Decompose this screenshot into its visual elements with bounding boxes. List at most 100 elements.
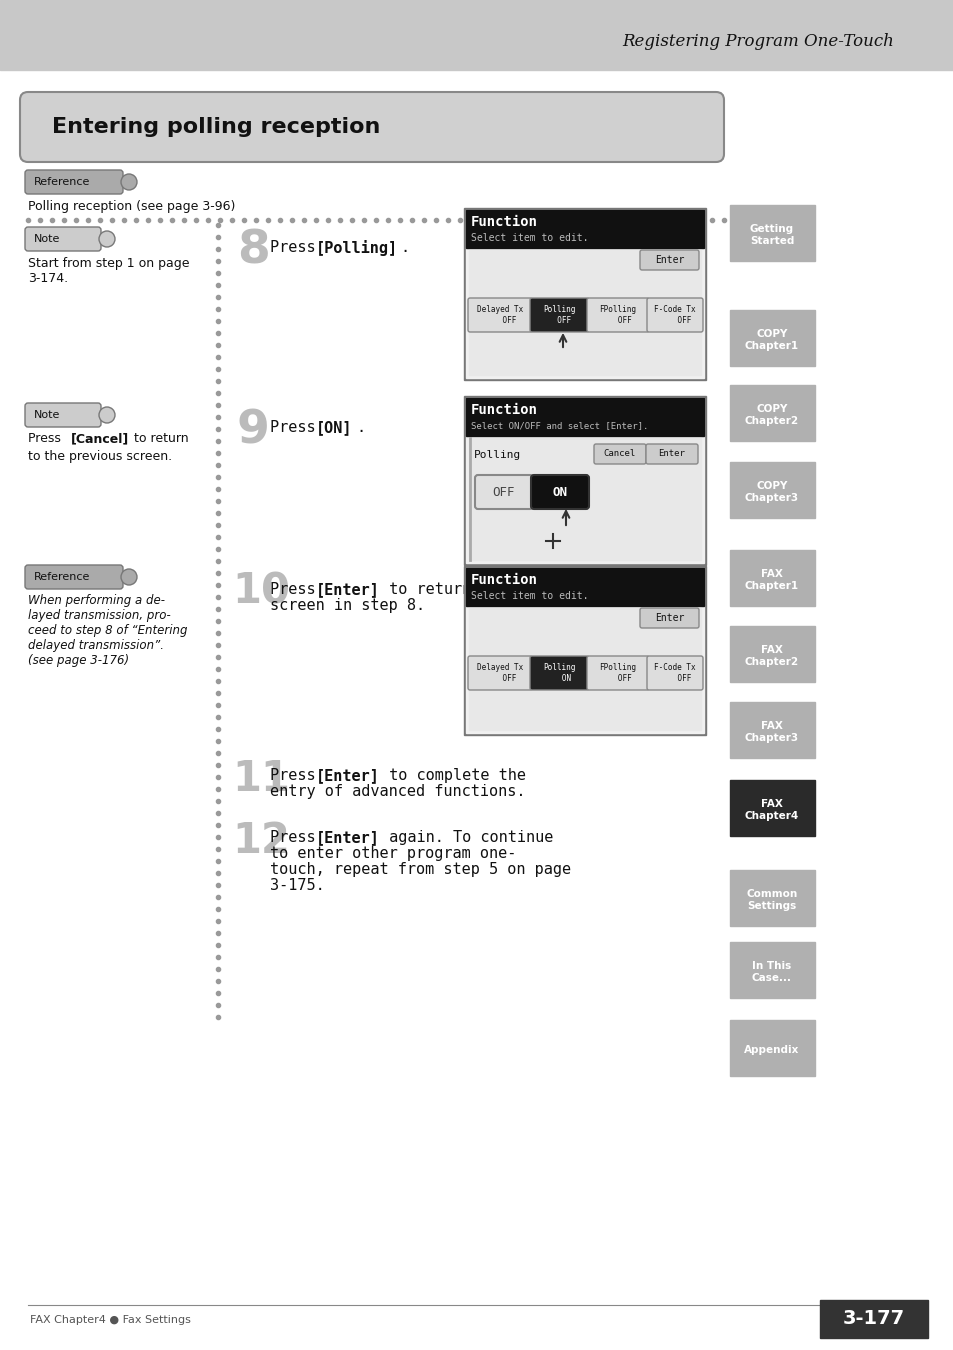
FancyBboxPatch shape [468,298,532,332]
Text: Function: Function [471,572,537,587]
Bar [469,608,700,730]
Circle shape [121,568,137,585]
Text: Appendix: Appendix [743,1045,799,1054]
Text: to return to the: to return to the [379,582,535,597]
Text: .: . [355,420,365,435]
Circle shape [99,231,115,247]
Text: Press: Press [270,420,324,435]
Text: entry of advanced functions.: entry of advanced functions. [270,784,525,799]
Text: 8: 8 [236,228,270,273]
Bar [729,1021,814,1076]
Bar [469,250,700,375]
Bar [463,566,705,734]
Text: When performing a de-
layed transmission, pro-
ceed to step 8 of “Entering
delay: When performing a de- layed transmission… [28,594,188,667]
Text: 12: 12 [232,819,290,863]
FancyBboxPatch shape [594,444,645,464]
Text: Polling reception (see page 3-96): Polling reception (see page 3-96) [28,200,235,213]
Circle shape [99,406,115,423]
Text: Registering Program One-Touch: Registering Program One-Touch [621,34,893,50]
FancyBboxPatch shape [25,566,123,589]
FancyBboxPatch shape [586,656,648,690]
Text: Press: Press [270,768,324,783]
Text: again. To continue: again. To continue [379,830,553,845]
Text: to return: to return [130,432,189,446]
Text: Select ON/OFF and select [Enter].: Select ON/OFF and select [Enter]. [471,421,648,431]
Text: In This
Case...: In This Case... [751,961,791,983]
FancyBboxPatch shape [530,656,588,690]
Text: COPY
Chapter3: COPY Chapter3 [744,481,799,502]
Text: 9: 9 [236,408,270,454]
Bar [729,462,814,518]
Text: .: . [399,240,409,255]
Text: FAX
Chapter3: FAX Chapter3 [744,721,799,743]
Text: Function: Function [471,404,537,417]
Bar [729,549,814,606]
Text: Enter: Enter [655,255,684,265]
Text: to the previous screen.: to the previous screen. [28,450,172,463]
Bar [465,211,703,248]
Text: Polling: Polling [474,450,520,460]
Text: Press: Press [270,830,324,845]
Bar [465,398,703,436]
Text: FAX
Chapter1: FAX Chapter1 [744,570,799,591]
FancyBboxPatch shape [586,298,648,332]
Bar [463,396,705,566]
Text: to enter other program one-: to enter other program one- [270,846,516,861]
FancyBboxPatch shape [20,92,723,162]
Text: Entering polling reception: Entering polling reception [52,117,380,136]
Text: Function: Function [471,215,537,230]
Text: Note: Note [34,234,60,244]
Text: OFF: OFF [493,486,515,498]
Bar [729,626,814,682]
Text: 3-177: 3-177 [842,1310,904,1328]
Text: Polling
   ON: Polling ON [543,663,575,683]
Text: Enter: Enter [655,613,684,622]
Bar [463,208,705,379]
Text: Enter: Enter [658,450,684,459]
Text: Reference: Reference [34,177,91,188]
Text: Polling
  OFF: Polling OFF [543,305,575,325]
FancyBboxPatch shape [530,298,588,332]
Text: Press: Press [28,432,65,446]
Text: FPolling
   OFF: FPolling OFF [598,305,636,325]
Bar [729,205,814,261]
Text: COPY
Chapter2: COPY Chapter2 [744,404,799,425]
Bar [465,211,703,378]
Text: COPY
Chapter1: COPY Chapter1 [744,329,799,351]
Text: [Cancel]: [Cancel] [71,432,129,446]
Bar [0,0,953,70]
Text: Select item to edit.: Select item to edit. [471,591,588,601]
FancyBboxPatch shape [639,250,699,270]
Bar [729,780,814,836]
Text: Reference: Reference [34,572,91,582]
Text: Delayed Tx
    OFF: Delayed Tx OFF [476,663,522,683]
FancyBboxPatch shape [646,656,702,690]
Circle shape [121,174,137,190]
Bar [729,869,814,926]
Text: Note: Note [34,410,60,420]
Text: touch, repeat from step 5 on page: touch, repeat from step 5 on page [270,863,571,878]
Text: FPolling
   OFF: FPolling OFF [598,663,636,683]
Text: [Enter]: [Enter] [315,768,379,783]
FancyBboxPatch shape [639,608,699,628]
FancyBboxPatch shape [531,475,588,509]
Bar [469,437,700,560]
Text: Press: Press [270,582,324,597]
Bar [820,1300,927,1338]
Text: 10: 10 [232,570,290,612]
Text: Delayed Tx
    OFF: Delayed Tx OFF [476,305,522,325]
Text: Common
Settings: Common Settings [745,890,797,911]
Text: Getting
Started: Getting Started [749,224,793,246]
Text: FAX Chapter4 ● Fax Settings: FAX Chapter4 ● Fax Settings [30,1315,191,1324]
Bar [729,702,814,757]
Bar [729,942,814,998]
FancyBboxPatch shape [25,404,101,427]
Bar [465,568,703,733]
Text: Start from step 1 on page
3-174.: Start from step 1 on page 3-174. [28,256,190,285]
Bar [729,310,814,366]
Bar [729,385,814,441]
Text: ON: ON [552,486,567,498]
Bar [465,568,703,606]
FancyBboxPatch shape [25,227,101,251]
Text: 3-175.: 3-175. [270,878,324,892]
